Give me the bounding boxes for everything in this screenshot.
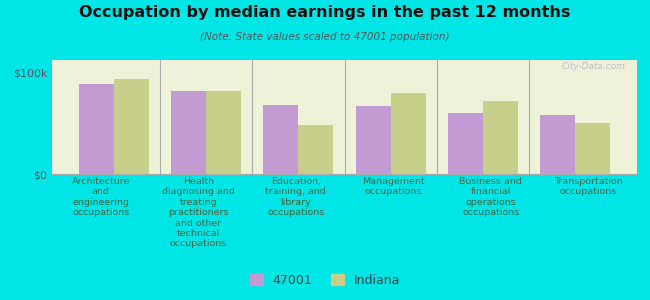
Text: (Note: State values scaled to 47001 population): (Note: State values scaled to 47001 popu… [200, 32, 450, 41]
Bar [171, 91, 206, 174]
Text: Management
occupations: Management occupations [362, 177, 424, 197]
Text: Architecture
and
engineering
occupations: Architecture and engineering occupations [72, 177, 130, 217]
Text: Business and
financial
operations
occupations: Business and financial operations occupa… [460, 177, 522, 217]
Bar [575, 123, 610, 174]
Bar [448, 113, 483, 174]
Bar [263, 105, 298, 174]
Legend: 47001, Indiana: 47001, Indiana [246, 270, 404, 291]
Bar [206, 91, 241, 174]
Bar [114, 79, 149, 174]
Text: City-Data.com: City-Data.com [562, 62, 625, 71]
Bar [298, 125, 333, 174]
Bar [356, 106, 391, 174]
Bar [391, 93, 426, 174]
Text: Health
diagnosing and
treating
practitioners
and other
technical
occupations: Health diagnosing and treating practitio… [162, 177, 235, 248]
Bar [483, 101, 518, 174]
Text: Transportation
occupations: Transportation occupations [554, 177, 623, 197]
Text: Occupation by median earnings in the past 12 months: Occupation by median earnings in the pas… [79, 4, 571, 20]
Bar [79, 84, 114, 174]
Text: Education,
training, and
library
occupations: Education, training, and library occupat… [265, 177, 326, 217]
Bar [540, 115, 575, 174]
